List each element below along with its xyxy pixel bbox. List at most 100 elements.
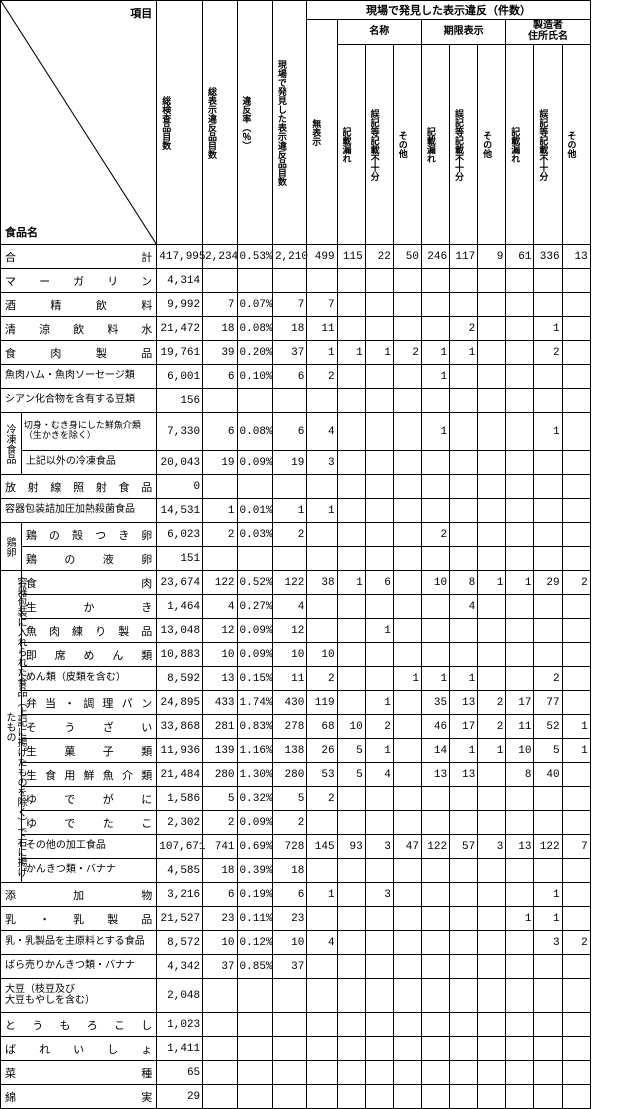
row-label-11-6: そうざい bbox=[21, 715, 156, 739]
r1-c2 bbox=[237, 269, 272, 293]
r11-2-c5 bbox=[337, 619, 365, 643]
r11-10-c3: 2 bbox=[272, 811, 306, 835]
r10-1-c12 bbox=[534, 547, 562, 571]
row-label-11-10: ゆでたこ bbox=[21, 811, 156, 835]
r0-c5: 115 bbox=[337, 245, 365, 269]
r9-c10 bbox=[478, 499, 506, 523]
r4-c4: 1 bbox=[307, 341, 337, 365]
r5-c12 bbox=[534, 365, 562, 389]
r11-12-c7 bbox=[393, 859, 421, 883]
r1-c8 bbox=[421, 269, 449, 293]
r11-11-c1: 741 bbox=[203, 835, 237, 859]
r11-7-c5: 5 bbox=[337, 739, 365, 763]
r19-c6 bbox=[365, 1061, 393, 1085]
r19-c3 bbox=[272, 1061, 306, 1085]
r11-0-c1: 122 bbox=[203, 571, 237, 595]
r2-c2: 0.07% bbox=[237, 293, 272, 317]
r17-c3 bbox=[272, 1013, 306, 1037]
side-10: 鶏卵 bbox=[1, 523, 22, 571]
r14-c5 bbox=[337, 931, 365, 955]
r11-1-c8 bbox=[421, 595, 449, 619]
r8-c10 bbox=[478, 475, 506, 499]
r11-0-c6: 6 bbox=[365, 571, 393, 595]
r11-6-c1: 281 bbox=[203, 715, 237, 739]
r11-6-c5: 10 bbox=[337, 715, 365, 739]
r7-1-c10 bbox=[478, 451, 506, 475]
r11-11-c0: 107,671 bbox=[157, 835, 203, 859]
r11-8-c0: 21,484 bbox=[157, 763, 203, 787]
r2-c8 bbox=[421, 293, 449, 317]
r11-6-c4: 68 bbox=[307, 715, 337, 739]
r1-c11 bbox=[506, 269, 534, 293]
r11-4-c1: 13 bbox=[203, 667, 237, 691]
r1-c7 bbox=[393, 269, 421, 293]
r12-c1: 6 bbox=[203, 883, 237, 907]
r9-c8 bbox=[421, 499, 449, 523]
r16-c6 bbox=[365, 979, 393, 1013]
hdr-sub-0-sub_a: 記載漏れ bbox=[337, 45, 365, 245]
r9-c7 bbox=[393, 499, 421, 523]
r0-c0: 417,995 bbox=[157, 245, 203, 269]
r0-c11: 61 bbox=[506, 245, 534, 269]
r18-c2 bbox=[237, 1037, 272, 1061]
r7-1-c5 bbox=[337, 451, 365, 475]
r11-7-c11: 10 bbox=[506, 739, 534, 763]
row-label-17: とうもろこし bbox=[1, 1013, 157, 1037]
r11-7-c7 bbox=[393, 739, 421, 763]
r8-c0: 0 bbox=[157, 475, 203, 499]
r19-c10 bbox=[478, 1061, 506, 1085]
r9-c13 bbox=[562, 499, 590, 523]
r11-11-c3: 728 bbox=[272, 835, 306, 859]
r3-c11 bbox=[506, 317, 534, 341]
r9-c1: 1 bbox=[203, 499, 237, 523]
r11-5-c3: 430 bbox=[272, 691, 306, 715]
r11-4-c8: 1 bbox=[421, 667, 449, 691]
r5-c1: 6 bbox=[203, 365, 237, 389]
r11-12-c0: 4,585 bbox=[157, 859, 203, 883]
row-label-7-1: 上記以外の冷凍食品 bbox=[21, 451, 156, 475]
r11-7-c8: 14 bbox=[421, 739, 449, 763]
r11-8-c1: 280 bbox=[203, 763, 237, 787]
r11-6-c12: 52 bbox=[534, 715, 562, 739]
r12-c0: 3,216 bbox=[157, 883, 203, 907]
r11-11-c13: 7 bbox=[562, 835, 590, 859]
r0-c3: 2,210 bbox=[272, 245, 306, 269]
r5-c5 bbox=[337, 365, 365, 389]
r11-1-c5 bbox=[337, 595, 365, 619]
r11-0-c2: 0.52% bbox=[237, 571, 272, 595]
r16-c3 bbox=[272, 979, 306, 1013]
r11-1-c3: 4 bbox=[272, 595, 306, 619]
r13-c12: 1 bbox=[534, 907, 562, 931]
r14-c8 bbox=[421, 931, 449, 955]
r15-c5 bbox=[337, 955, 365, 979]
r14-c4: 4 bbox=[307, 931, 337, 955]
r10-1-c11 bbox=[506, 547, 534, 571]
r14-c12: 3 bbox=[534, 931, 562, 955]
r13-c7 bbox=[393, 907, 421, 931]
r14-c1: 10 bbox=[203, 931, 237, 955]
hdr-sub-1-sub_c: その他 bbox=[478, 45, 506, 245]
r11-2-c0: 13,048 bbox=[157, 619, 203, 643]
r9-c6 bbox=[365, 499, 393, 523]
r12-c7 bbox=[393, 883, 421, 907]
r11-4-c5 bbox=[337, 667, 365, 691]
r10-1-c9 bbox=[450, 547, 478, 571]
r11-6-c8: 46 bbox=[421, 715, 449, 739]
r15-c2: 0.85% bbox=[237, 955, 272, 979]
r11-8-c7 bbox=[393, 763, 421, 787]
r12-c3: 6 bbox=[272, 883, 306, 907]
r13-c10 bbox=[478, 907, 506, 931]
row-label-6: シアン化合物を含有する豆類 bbox=[1, 389, 157, 413]
r8-c13 bbox=[562, 475, 590, 499]
r11-2-c1: 12 bbox=[203, 619, 237, 643]
r17-c13 bbox=[562, 1013, 590, 1037]
r11-5-c4: 119 bbox=[307, 691, 337, 715]
r8-c9 bbox=[450, 475, 478, 499]
r9-c3: 1 bbox=[272, 499, 306, 523]
row-label-11-4: めん類（皮類を含む） bbox=[21, 667, 156, 691]
r15-c3: 37 bbox=[272, 955, 306, 979]
hdr-sub-1-sub_b: 誤記等記載不十分 bbox=[450, 45, 478, 245]
r6-c7 bbox=[393, 389, 421, 413]
row-label-16: 大豆（枝豆及び大豆もやしを含む） bbox=[1, 979, 157, 1013]
r11-4-c13 bbox=[562, 667, 590, 691]
